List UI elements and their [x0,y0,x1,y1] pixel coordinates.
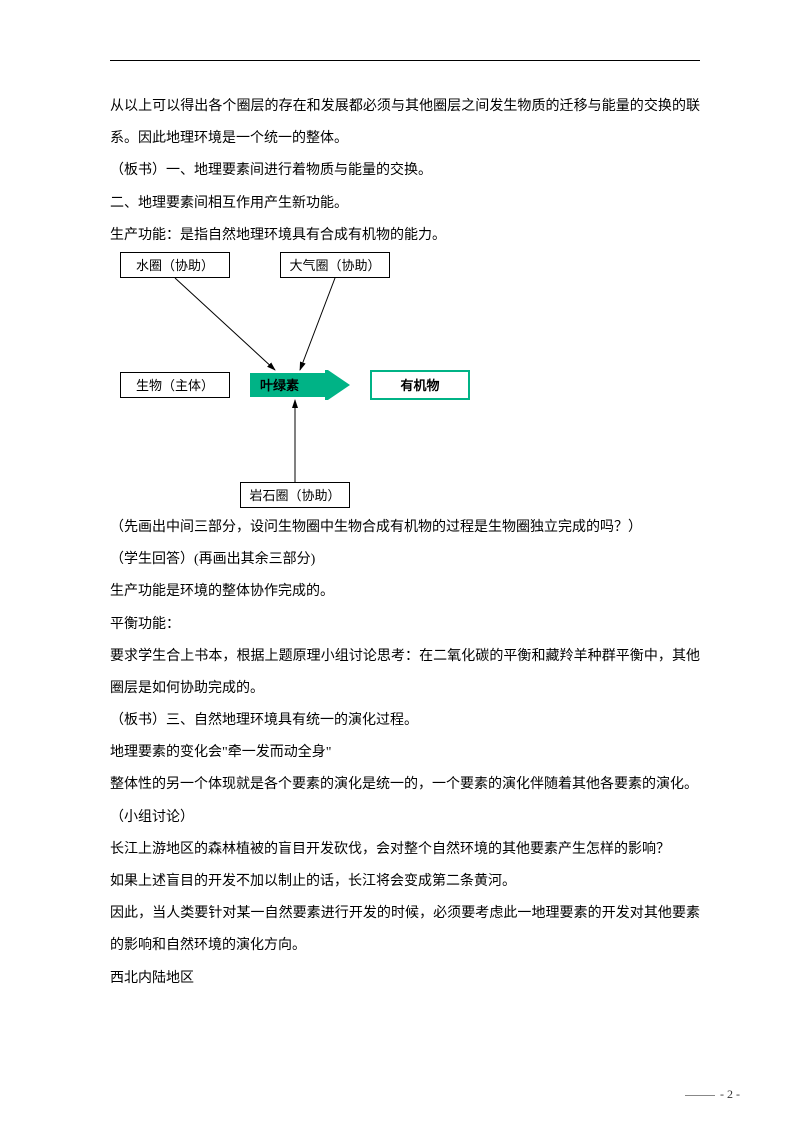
para-3: 二、地理要素间相互作用产生新功能。 [110,188,700,220]
para-16: 因此，当人类要针对某一自然要素进行开发的时候，必须要考虑此一地理要素的开发对其他… [110,898,700,962]
page-footer: - 2 - [685,1087,740,1102]
para-6: （学生回答）(再画出其余三部分) [110,544,700,576]
top-rule [110,60,700,61]
para-13: （小组讨论） [110,802,700,834]
node-atmosphere: 大气圈（协助） [280,252,390,278]
para-10: （板书）三、自然地理环境具有统一的演化过程。 [110,705,700,737]
para-11: 地理要素的变化会"牵一发而动全身" [110,737,700,769]
node-biology: 生物（主体） [120,372,230,398]
node-chlorophyll-arrow: 叶绿素 [250,370,350,400]
node-organic: 有机物 [370,370,470,400]
para-5: （先画出中间三部分，设问生物圈中生物合成有机物的过程是生物圈独立完成的吗？） [110,512,700,544]
para-15: 如果上述盲目的开发不加以制止的话，长江将会变成第二条黄河。 [110,866,700,898]
para-9: 要求学生合上书本，根据上题原理小组讨论思考：在二氧化碳的平衡和藏羚羊种群平衡中，… [110,641,700,705]
para-14: 长江上游地区的森林植被的盲目开发砍伐，会对整个自然环境的其他要素产生怎样的影响？ [110,834,700,866]
para-4: 生产功能：是指自然地理环境具有合成有机物的能力。 [110,220,700,252]
para-8: 平衡功能： [110,609,700,641]
para-1: 从以上可以得出各个圈层的存在和发展都必须与其他圈层之间发生物质的迁移与能量的交换… [110,91,700,155]
node-rock: 岩石圈（协助） [240,482,350,508]
page-content: 从以上可以得出各个圈层的存在和发展都必须与其他圈层之间发生物质的迁移与能量的交换… [110,60,700,995]
para-12: 整体性的另一个体现就是各个要素的演化是统一的，一个要素的演化伴随着其他各要素的演… [110,769,700,801]
para-17: 西北内陆地区 [110,963,700,995]
para-2: （板书）一、地理要素间进行着物质与能量的交换。 [110,155,700,187]
node-water: 水圈（协助） [120,252,230,278]
page-number: - 2 - [720,1087,740,1101]
footer-rule [685,1095,715,1096]
para-7: 生产功能是环境的整体协作完成的。 [110,576,700,608]
production-diagram: 水圈（协助） 大气圈（协助） 生物（主体） 叶绿素 有机物 岩石圈（协助） [110,252,700,512]
chlorophyll-label: 叶绿素 [250,370,350,400]
